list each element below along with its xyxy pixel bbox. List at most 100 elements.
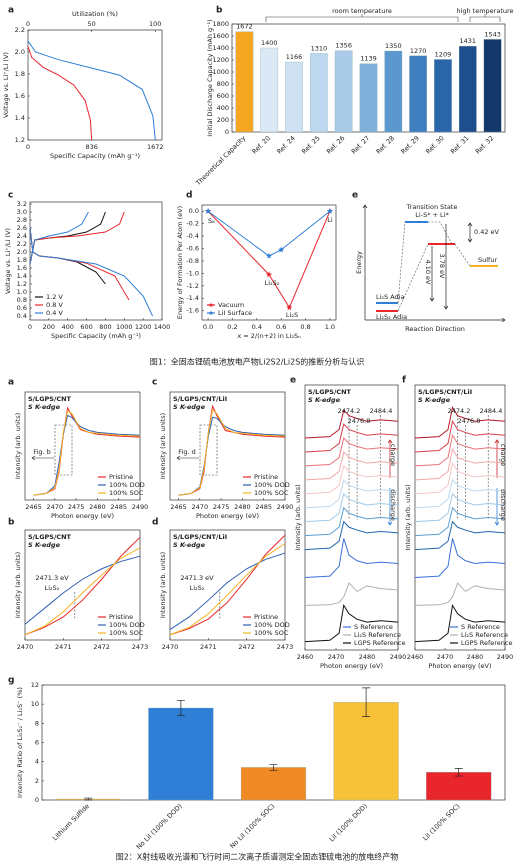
plot-frame — [24, 529, 141, 641]
x-tick-label: 0 — [28, 323, 32, 331]
x-tick-label: 2470 — [47, 503, 64, 511]
x-tick-label: 1.0 — [325, 323, 335, 331]
y-tick-label: 12 — [31, 681, 39, 689]
diagram-label: Li₂S Adia — [376, 293, 404, 301]
series-line — [24, 536, 141, 636]
error-bar — [269, 764, 278, 771]
y-tick-label: -1.4 — [186, 294, 199, 302]
series-line — [414, 461, 506, 495]
plot-frame — [169, 529, 286, 641]
error-bar — [362, 687, 371, 717]
series-line — [207, 210, 331, 257]
y-tick-label: 1.2 — [15, 136, 25, 144]
y-tick-label: 10 — [31, 700, 39, 708]
annotation: room temperature — [332, 7, 392, 15]
x-axis-label: Photon energy (eV) — [196, 512, 259, 520]
y-tick-label: 0 — [225, 128, 229, 136]
y-axis-label: Initial Discharge Capacity (mAh g⁻¹) — [206, 19, 214, 136]
annotation: charge — [389, 444, 397, 466]
x-tick-label: 0.0 — [203, 323, 213, 331]
y-axis-label: Voltage vs. Li⁺/Li (V) — [4, 228, 12, 294]
data-label: 1310 — [311, 44, 328, 52]
x-tick-label: 2471 — [200, 643, 217, 651]
x-tick-label: 2490 — [390, 653, 407, 661]
data-label: 1166 — [286, 53, 303, 61]
data-label: 1209 — [435, 50, 452, 58]
bar — [409, 55, 427, 133]
series-line — [304, 409, 399, 439]
y-tick-label: -0.8 — [186, 257, 199, 265]
bar — [359, 63, 378, 133]
x-tick-label: 2480 — [89, 503, 106, 511]
energy-path — [467, 222, 473, 243]
diagram-label: 0.42 eV — [474, 228, 500, 236]
y-tick-label: 4 — [35, 758, 39, 766]
point-marker — [326, 208, 333, 214]
x-tick-label: 1672 — [147, 143, 164, 151]
annotation: Fig. b — [33, 448, 50, 456]
y-tick-label: 1400 — [212, 44, 229, 52]
panel-title: S/LGPS/CNT/LiI — [173, 533, 227, 541]
legend-label: 100% DOD — [109, 481, 145, 489]
panel-letter: e — [352, 191, 358, 201]
panel-letter: e — [290, 376, 296, 386]
plot-frame — [169, 391, 286, 501]
bar — [285, 61, 303, 133]
y-tick-label: 1.4 — [15, 114, 25, 122]
y-tick-label: 1.6 — [17, 264, 27, 272]
panel-title: S/LGPS/CNT/LiI — [418, 388, 472, 396]
legend-label: 0.4 V — [46, 309, 63, 317]
panel-subtitle: S K-edge — [308, 396, 341, 404]
y-tick-label: 0.4 — [17, 312, 27, 320]
annotation: discharge — [499, 489, 507, 521]
discharge-arrow — [494, 488, 500, 526]
legend-label: 1.2 V — [46, 293, 63, 301]
series-line — [27, 40, 156, 141]
legend-label: 100% DOD — [254, 481, 290, 489]
charge-arrow — [387, 439, 393, 478]
annotation: 2484.4 — [480, 407, 503, 415]
annotation: 2471.3 eV — [180, 574, 214, 582]
annotation: Li₂S₂ — [265, 279, 280, 287]
point-marker — [265, 252, 273, 259]
y-tick-label: 1000 — [212, 68, 229, 76]
energy-path — [362, 204, 368, 320]
series-line — [24, 547, 141, 636]
diagram-label: Li₂S₂ Adia — [376, 313, 407, 321]
series-line — [414, 538, 506, 578]
y-tick-label: 1.8 — [17, 256, 27, 264]
annotation: Li₂S — [286, 311, 298, 319]
x-axis-label: x = 2/(n+2) in Li₂Sₙ — [237, 332, 301, 340]
annotation: high temperature — [456, 7, 513, 15]
x-tick-label: 2473 — [132, 643, 149, 651]
x-axis-label: Specific Capacity (mAh g⁻¹) — [50, 152, 140, 160]
panel-title: S/LGPS/CNT — [308, 388, 352, 396]
series-line — [24, 555, 141, 625]
bar — [483, 39, 502, 133]
panel-letter: d — [152, 518, 158, 528]
series-line — [304, 478, 399, 509]
panel-letter: f — [402, 376, 406, 386]
plot-frame — [24, 391, 141, 501]
panel-subtitle: S K-edge — [173, 541, 206, 549]
x-tick-label: 2460 — [297, 653, 314, 661]
x-tick-label: 2471 — [55, 643, 72, 651]
y-tick-label: 2 — [35, 777, 39, 785]
legend-label: LiI Surface — [218, 309, 252, 317]
legend-label: Pristine — [254, 473, 278, 481]
y-axis-label: Energy of Formation Per Atom (eV) — [176, 206, 184, 319]
y-tick-label: 2.2 — [15, 26, 25, 34]
y-tick-label: 600 — [217, 92, 229, 100]
x-tick-label: 2475 — [68, 503, 85, 511]
series-line — [414, 492, 506, 523]
series-line — [304, 423, 399, 453]
bar — [334, 50, 353, 133]
panel-letter: c — [8, 191, 13, 201]
y-tick-label: 0.0 — [189, 207, 199, 215]
energy-path — [365, 317, 506, 323]
y-tick-label: -1.2 — [186, 282, 199, 290]
legend-marker — [208, 310, 214, 316]
y-tick-label: 400 — [217, 104, 229, 112]
y-axis-label: Intensity (arb. units) — [159, 413, 167, 479]
x-tick-label: 400 — [62, 323, 74, 331]
